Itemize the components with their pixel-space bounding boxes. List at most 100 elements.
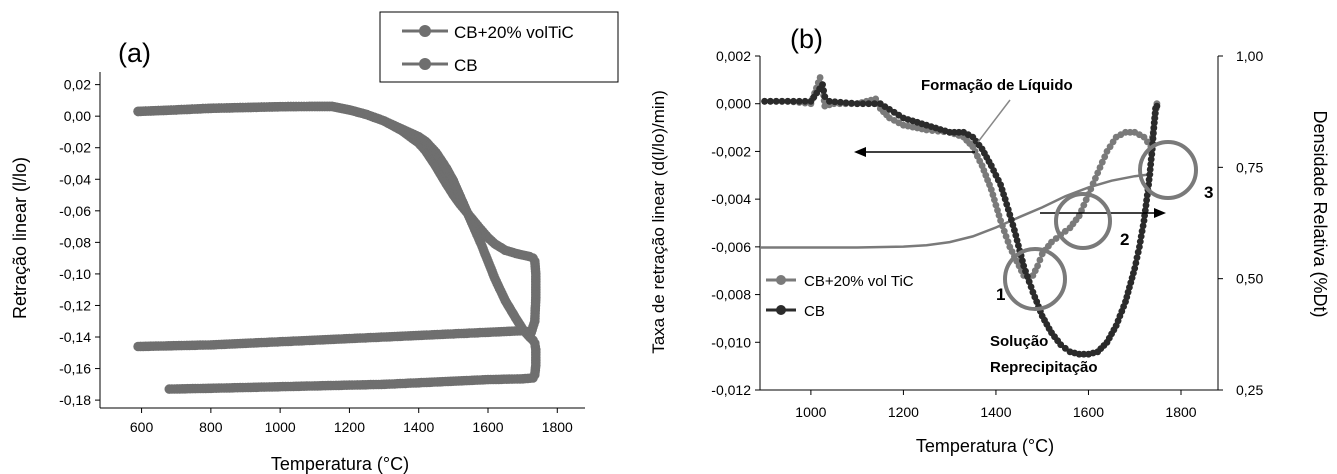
series-2-point [1145,176,1153,184]
arrow-left-head [854,147,866,157]
annotation-liquid-formation: Formação de Líquido [921,77,1073,94]
series-2-point [842,99,850,107]
series-2-point [1015,242,1022,249]
y-tick-label: 0,02 [64,77,91,93]
series-2-point [164,384,175,394]
series-2-point [1080,350,1088,358]
series-2-point [1142,201,1150,209]
x-tick-label: 1400 [403,419,434,435]
legend-label: CB+20% volTiC [454,23,574,42]
series-1-point [1034,262,1041,270]
series-2-point [865,100,873,108]
legend-label: CB+20% vol TiC [804,273,914,290]
series-2-point [821,93,829,100]
series-2-point [1141,207,1149,214]
series-2-point [1006,211,1014,219]
series-2-point [1024,273,1031,280]
x-tick-label: 1200 [334,419,365,435]
series-1-point [1080,201,1088,209]
series-2-point [820,87,827,94]
legend-b: CB+20% vol TiC CB [766,273,914,320]
series-1-point [1000,227,1008,235]
x-tick-label: 1600 [472,419,503,435]
series-2-point [853,100,861,108]
series-2-point [1136,243,1143,251]
series-2-point [1003,200,1011,208]
series-2-point [1148,150,1156,158]
highlight-circle-3 [1138,140,1198,200]
panel-b: (b) 1000 1200 1400 1600 1800 0,002 0,000 -0,002… [649,24,1330,456]
series-2-point [778,97,786,105]
x-tick-label: 1200 [888,404,919,420]
series-1-point [1036,256,1044,264]
annotation-label-1: 1 [996,285,1005,304]
series-2-point [1150,129,1157,137]
annotation-reprecipitacao: Reprecipitação [990,359,1098,376]
series-2-point [826,97,833,105]
series-2-point [767,97,774,105]
series-1-point [999,222,1006,230]
x-tick-label: 1000 [795,404,826,420]
x-tick-label: 1800 [542,419,573,435]
x-tick-label: 600 [130,419,154,435]
y-right-tick-label: 0,50 [1236,271,1263,287]
series-2-point [1141,212,1148,219]
series-2-point [795,97,803,105]
series-1-point [987,186,995,194]
panel-a-y-axis-label: Retração linear (l/lo) [10,157,30,319]
legend-marker [776,305,786,315]
series-2-point [955,128,963,136]
x-tick-label: 800 [199,419,223,435]
legend-label: CB [454,56,478,75]
series-2-point [1147,161,1155,168]
x-tick-label: 1800 [1165,404,1196,420]
series-1-point [1061,227,1069,235]
series-2-point [1027,283,1035,291]
series-2-point [1138,227,1146,235]
series-1-point [1098,158,1106,166]
series-2-point [819,81,826,88]
series-2-point [772,97,780,105]
series-1-point [1082,196,1090,204]
legend-marker [419,25,431,37]
series-1-point [992,201,1000,209]
y-tick-label: -0,004 [711,191,751,207]
series-2-point [801,97,809,105]
series-2-point [1061,344,1069,352]
y-tick-label: -0,012 [711,382,751,398]
series-2-point [1139,222,1147,230]
series-1-point [994,206,1001,214]
series-2-point [1008,216,1015,224]
series-1-point [989,191,997,199]
annotation-label-3: 3 [1204,183,1213,202]
series-1-point [1096,164,1104,171]
y-tick-label: -0,006 [711,239,751,255]
x-tick-label: 1600 [1073,404,1104,420]
y-right-tick-label: 0,75 [1236,159,1263,175]
series-2-point [1132,259,1140,267]
series-2-point [1025,278,1033,286]
y-tick-label: -0,04 [59,171,91,187]
series-2-point [871,100,878,108]
series-2-point [1020,262,1028,270]
panel-a-ticks: 600 800 1000 1200 1400 1600 1800 0,02 0,00 -0,02 -… [59,77,573,435]
series-2-point [1012,231,1020,239]
series-2-point [1133,254,1141,261]
series-2-point [1147,155,1155,163]
series-1-point [1004,238,1012,246]
annotation-pointer-line [977,99,1011,143]
y-tick-label: -0,12 [59,297,91,313]
series-2-point [837,98,844,106]
series-2-point [1153,102,1161,110]
panel-b-series [760,74,1161,358]
series-2-point [1137,233,1145,240]
series-2-point [1140,217,1148,225]
series-2-point [1143,196,1150,204]
panel-b-y-axis-label-left: Taxa de retração linear (d(l/lo)/min) [649,90,668,354]
panel-b-ticks: 1000 1200 1400 1600 1800 0,002 0,000 -0,002 -0,0… [711,48,1263,420]
series-2-point [1150,124,1158,132]
y-right-tick-label: 1,00 [1236,48,1263,64]
y-tick-label: 0,002 [716,48,751,64]
y-tick-label: -0,08 [59,234,91,250]
